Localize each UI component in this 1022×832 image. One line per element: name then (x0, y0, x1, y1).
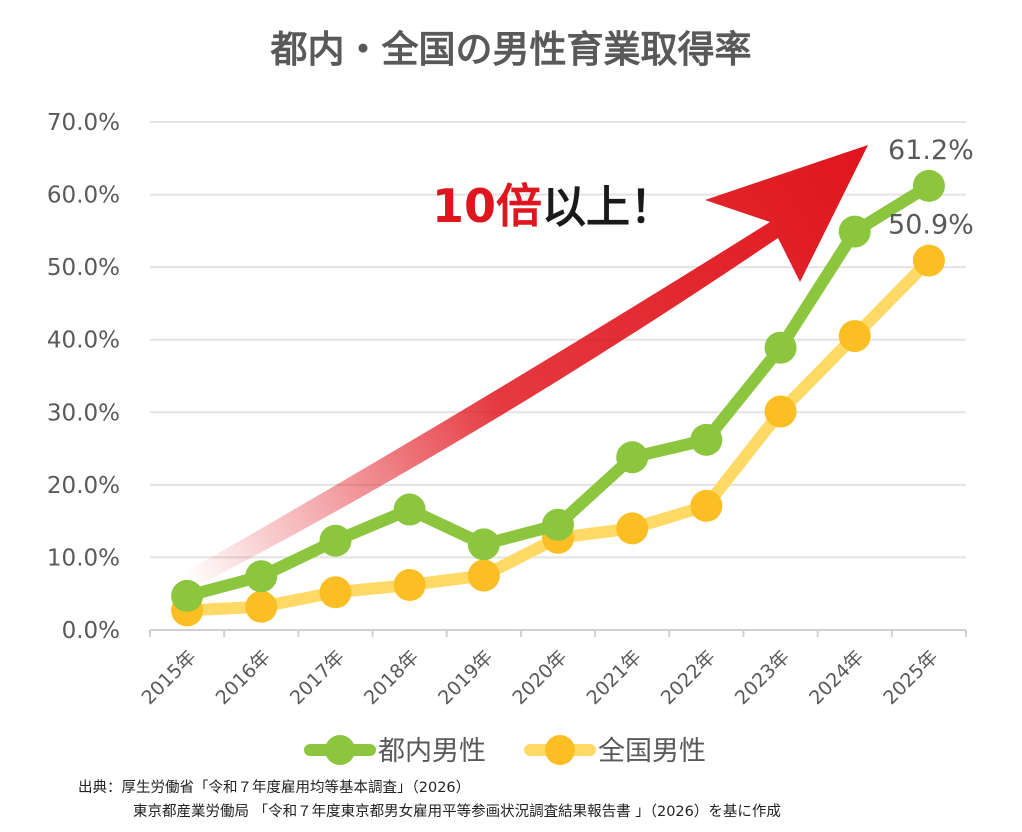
annotation-number: 10倍 (432, 179, 542, 233)
data-point (393, 493, 426, 526)
data-point (912, 244, 945, 277)
data-point (393, 569, 426, 602)
source-line-1: 出典：厚生労働省「令和７年度雇用均等基本調査」（2026） (78, 780, 471, 796)
legend-label: 都内男性 (378, 736, 486, 767)
y-tick-label: 50.0% (47, 255, 120, 281)
growth-arrow (175, 145, 868, 592)
data-point (616, 441, 649, 474)
legend-label: 全国男性 (598, 736, 706, 767)
source-line-2: 東京都産業労働局 「令和７年度東京都男女雇用平等参画状況調査結果報告書 」（20… (133, 804, 781, 820)
y-tick-label: 70.0% (47, 110, 120, 136)
series (171, 169, 945, 627)
grid (149, 121, 967, 637)
x-tick-label: 2020年 (508, 646, 571, 709)
y-tick-label: 0.0% (62, 618, 120, 644)
y-axis-tick-labels: 0.0% 10.0% 20.0% 30.0% 40.0% 50.0% 60.0% 70.0% (47, 110, 120, 644)
x-axis-tick-labels: 2015年 2016年 2017年 2018年 2019年 2020年 2021年 2022年… (137, 646, 942, 709)
data-labels: 61.2% 50.9% (888, 135, 974, 241)
x-tick-label: 2021年 (583, 646, 646, 709)
data-point (912, 169, 945, 202)
annotation-text: 10倍以上！ (432, 179, 674, 233)
y-tick-label: 40.0% (47, 328, 120, 354)
y-tick-label: 60.0% (47, 183, 120, 209)
data-point (838, 320, 871, 353)
x-tick-label: 2016年 (212, 646, 275, 709)
legend-marker (325, 735, 355, 765)
legend: 都内男性 全国男性 (304, 735, 706, 767)
y-tick-label: 10.0% (47, 545, 120, 571)
chart-title: 都内・全国の男性育業取得率 (270, 28, 752, 71)
x-tick-label: 2025年 (879, 646, 942, 709)
data-label: 61.2% (888, 135, 974, 166)
data-point (467, 528, 500, 561)
data-point (319, 524, 352, 557)
data-point (690, 489, 723, 522)
data-point (690, 423, 723, 456)
x-tick-label: 2017年 (286, 646, 349, 709)
x-tick-label: 2019年 (434, 646, 497, 709)
y-tick-label: 20.0% (47, 473, 120, 499)
data-point (542, 508, 574, 541)
legend-marker (545, 735, 575, 765)
data-point (245, 560, 278, 593)
x-tick-label: 2018年 (360, 646, 423, 709)
x-tick-label: 2023年 (731, 646, 794, 709)
data-point (171, 579, 204, 612)
y-tick-label: 30.0% (47, 400, 120, 426)
annotation-rest: 以上！ (542, 182, 674, 233)
data-point (319, 576, 352, 609)
data-point (838, 215, 871, 248)
x-tick-label: 2022年 (657, 646, 720, 709)
data-point (764, 331, 797, 364)
x-tick-label: 2015年 (137, 646, 200, 709)
data-point (245, 590, 278, 623)
data-point (764, 395, 797, 428)
data-label: 50.9% (888, 210, 974, 241)
x-tick-label: 2024年 (805, 646, 868, 709)
data-point (467, 559, 500, 592)
data-point (616, 512, 649, 545)
